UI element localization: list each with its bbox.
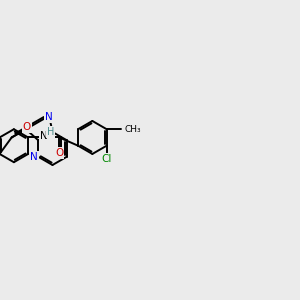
Text: N: N: [45, 112, 53, 122]
Text: N: N: [30, 152, 38, 162]
Text: N: N: [40, 131, 48, 141]
Text: O: O: [22, 122, 31, 132]
Text: O: O: [55, 148, 64, 158]
Text: CH₃: CH₃: [124, 125, 141, 134]
Text: H: H: [47, 127, 54, 137]
Text: Cl: Cl: [101, 154, 112, 164]
